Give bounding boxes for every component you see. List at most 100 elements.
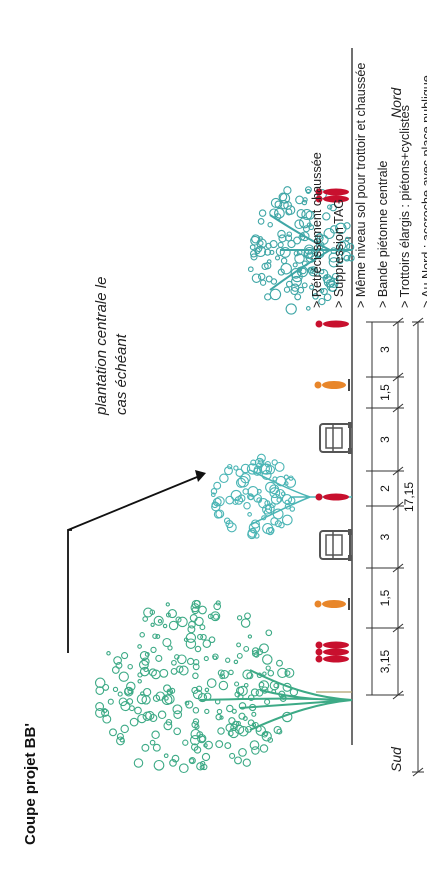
leaf-mark [238,702,247,710]
leaf-mark [271,689,277,695]
leaf-mark [101,708,110,717]
leaf-mark [141,695,151,705]
leaf-mark [280,262,292,275]
leaf-mark [171,659,177,666]
leaf-mark [243,501,251,510]
leaf-mark [200,633,207,641]
leaf-mark [118,671,129,682]
leaf-mark [238,712,246,720]
leaf-mark [296,266,309,278]
leaf-mark [231,708,237,714]
leaf-mark [322,212,331,221]
leaf-mark [142,711,153,722]
leaf-mark [254,245,267,258]
leaf-mark [153,759,165,771]
leaf-mark [347,254,355,262]
leaf-mark [170,667,178,675]
leaf-mark [173,710,183,719]
leaf-mark [190,743,199,751]
leaf-mark [203,692,212,701]
leaf-mark [142,616,149,622]
leaf-mark [262,654,273,665]
leaf-mark [204,687,210,693]
leaf-mark [242,488,249,495]
leaf-mark [274,207,285,219]
leaf-mark [151,730,160,740]
leaf-mark [195,685,203,692]
leaf-mark [294,219,305,230]
leaf-mark [330,247,338,254]
leaf-mark [274,200,283,209]
leaf-mark [282,682,292,692]
leaf-mark [315,249,325,259]
dimension-label: 3 [378,533,392,540]
leaf-mark [148,668,157,677]
leaf-mark [277,241,284,248]
leaf-mark [238,748,247,757]
leaf-mark [279,246,291,258]
leaf-mark [243,682,249,688]
leaf-mark [215,600,221,606]
leaf-mark [294,253,305,264]
leaf-mark [203,743,208,748]
leaf-mark [304,186,312,194]
leaf-mark [152,743,161,752]
leaf-mark [276,659,283,667]
leaf-mark [299,231,310,242]
leaf-mark [289,506,296,512]
leaf-mark [174,654,180,660]
leaf-mark [259,643,269,654]
leaf-mark [120,724,129,734]
leaf-mark [197,633,204,640]
leaf-mark [292,262,298,268]
leaf-mark [192,672,199,680]
leaf-mark [259,744,269,753]
leaf-mark [265,526,275,536]
leaf-mark [109,728,117,737]
leaf-mark [176,654,187,665]
leaf-mark [218,680,229,691]
leaf-mark [280,257,288,265]
page-title: Coupe projet BB' [22,723,39,845]
leaf-mark [137,644,142,649]
leaf-mark [107,698,114,705]
leaf-mark [262,522,274,535]
pedestrian-figure [315,188,349,196]
leaf-mark [278,522,285,529]
leaf-mark [323,293,332,302]
leaf-mark [264,248,272,256]
leaf-mark [193,659,200,666]
leaf-mark [269,288,282,301]
leaf-mark [196,731,204,738]
leaf-mark [224,466,233,476]
leaf-mark [248,522,261,534]
leaf-mark [269,249,275,255]
leaf-mark [328,283,338,293]
leaf-mark [192,707,200,714]
leaf-mark [194,724,200,730]
leaf-mark [191,599,201,609]
leaf-mark [210,492,216,498]
leaf-mark [117,691,123,697]
leaf-mark [95,686,105,695]
leaf-mark [343,222,351,230]
leaf-mark [215,713,222,721]
leaf-mark [129,717,139,727]
dimension-label: 1,5 [378,384,392,401]
leaf-mark [167,609,177,619]
leaf-mark [150,622,155,627]
leaf-mark [274,461,285,472]
leaf-mark [309,284,315,290]
leaf-mark [140,691,145,696]
leaf-mark [214,496,225,507]
leaf-mark [267,221,273,228]
leaf-mark [287,239,296,249]
pedestrian-figure [315,655,349,663]
leaf-mark [248,703,257,712]
leaf-mark [289,687,299,697]
leaf-mark [199,624,206,631]
leaf-mark [124,687,133,696]
leaf-mark [247,694,255,701]
leaf-mark [280,491,286,497]
